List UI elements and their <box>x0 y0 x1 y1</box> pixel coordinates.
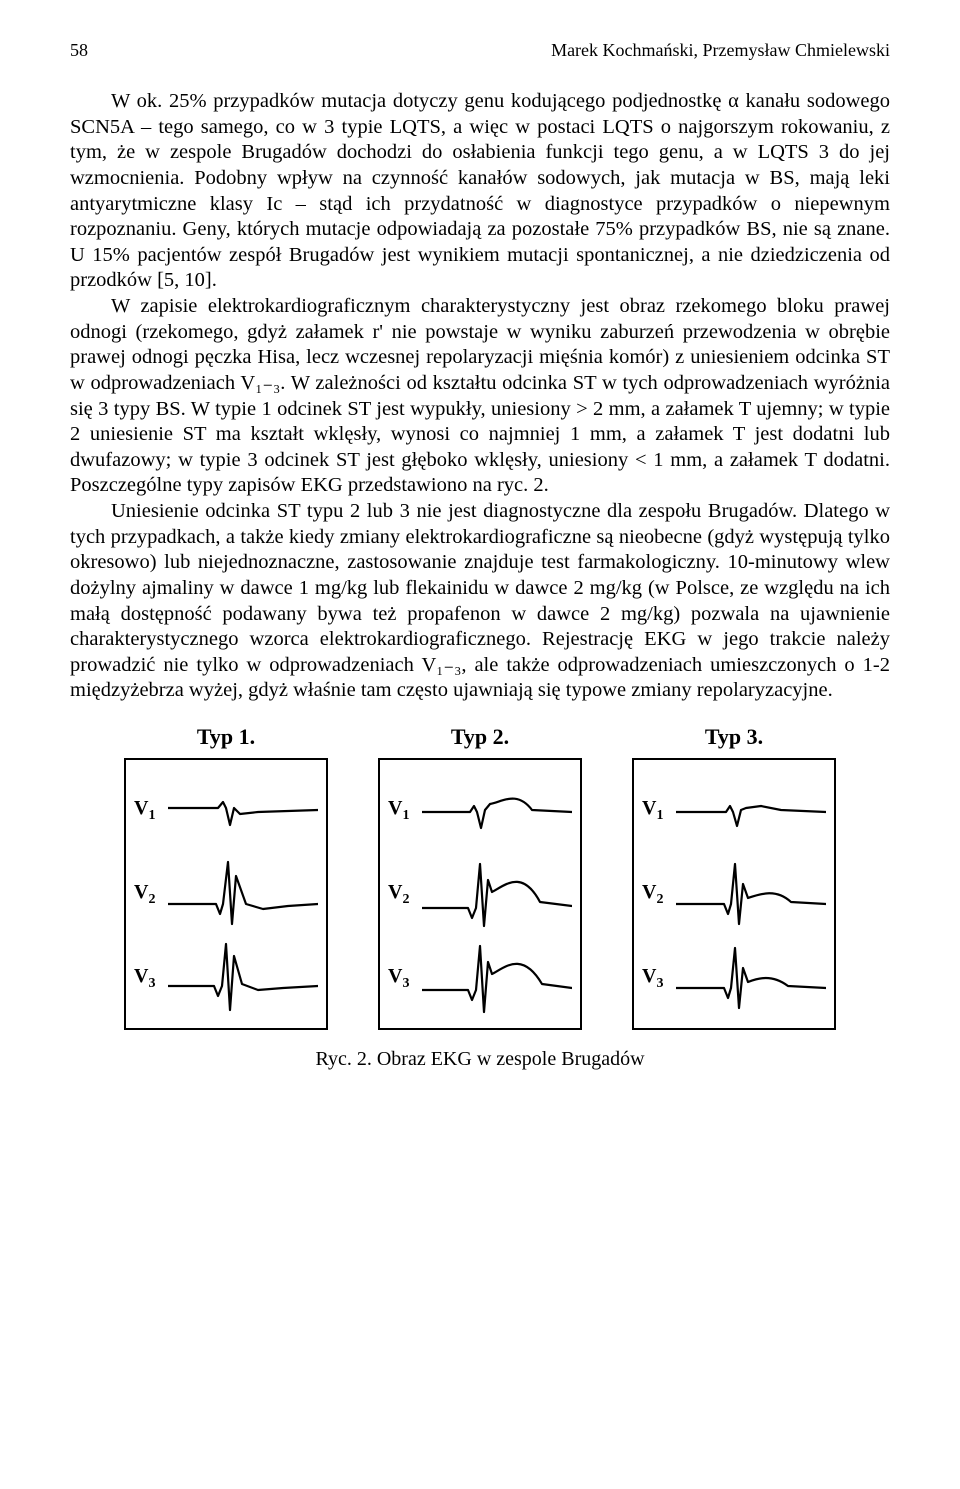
paragraph-2: W zapisie elektrokardiograficznym charak… <box>70 294 890 499</box>
lead-row: V1 <box>134 770 318 850</box>
lead-row: V2 <box>134 854 318 934</box>
ecg-panel-3: Typ 3. V1 V2 V3 <box>632 724 836 1030</box>
panel-box: V1 V2 V3 <box>124 758 328 1030</box>
panel-title: Typ 1. <box>197 724 255 750</box>
ecg-trace <box>168 938 318 1018</box>
ecg-trace <box>676 770 826 850</box>
body-text: W ok. 25% przypadków mutacja dotyczy gen… <box>70 89 890 704</box>
paragraph-1: W ok. 25% przypadków mutacja dotyczy gen… <box>70 89 890 294</box>
lead-row: V2 <box>642 854 826 934</box>
lead-row: V3 <box>134 938 318 1018</box>
lead-label: V2 <box>388 881 416 908</box>
figure-2: Typ 1. V1 V2 V3 Typ 2. V1 V2 V3 Typ 3. V1 V2 V3 Ryc… <box>70 724 890 1071</box>
lead-label: V3 <box>134 965 162 992</box>
page: 58 Marek Kochmański, Przemysław Chmielew… <box>0 0 960 1101</box>
panel-title: Typ 2. <box>451 724 509 750</box>
lead-row: V1 <box>642 770 826 850</box>
figure-caption: Ryc. 2. Obraz EKG w zespole Brugadów <box>70 1048 890 1071</box>
figure-panels: Typ 1. V1 V2 V3 Typ 2. V1 V2 V3 Typ 3. V1 V2 V3 <box>70 724 890 1030</box>
lead-row: V2 <box>388 854 572 934</box>
lead-label: V2 <box>642 881 670 908</box>
lead-label: V1 <box>134 797 162 824</box>
ecg-trace <box>168 770 318 850</box>
ecg-trace <box>168 854 318 934</box>
paragraph-3: Uniesienie odcinka ST typu 2 lub 3 nie j… <box>70 499 890 704</box>
lead-label: V3 <box>388 965 416 992</box>
lead-label: V1 <box>388 797 416 824</box>
page-number: 58 <box>70 40 88 61</box>
lead-label: V1 <box>642 797 670 824</box>
ecg-trace <box>422 770 572 850</box>
lead-label: V2 <box>134 881 162 908</box>
ecg-trace <box>422 854 572 934</box>
lead-row: V3 <box>642 938 826 1018</box>
ecg-panel-2: Typ 2. V1 V2 V3 <box>378 724 582 1030</box>
panel-box: V1 V2 V3 <box>632 758 836 1030</box>
lead-row: V1 <box>388 770 572 850</box>
ecg-trace <box>676 854 826 934</box>
ecg-panel-1: Typ 1. V1 V2 V3 <box>124 724 328 1030</box>
ecg-trace <box>676 938 826 1018</box>
header-authors: Marek Kochmański, Przemysław Chmielewski <box>551 40 890 61</box>
panel-title: Typ 3. <box>705 724 763 750</box>
lead-row: V3 <box>388 938 572 1018</box>
panel-box: V1 V2 V3 <box>378 758 582 1030</box>
page-header: 58 Marek Kochmański, Przemysław Chmielew… <box>70 40 890 61</box>
ecg-trace <box>422 938 572 1018</box>
lead-label: V3 <box>642 965 670 992</box>
